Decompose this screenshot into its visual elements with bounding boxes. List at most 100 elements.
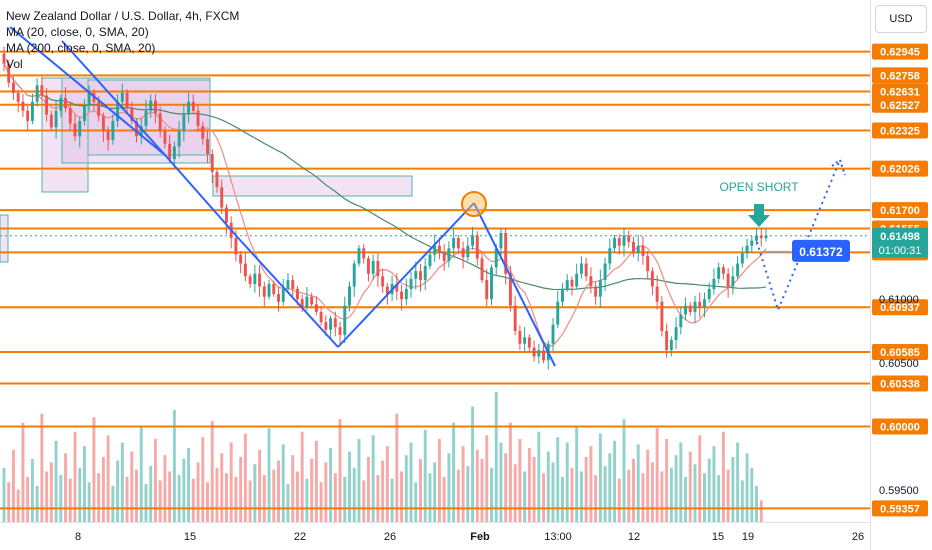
candle-body	[442, 253, 446, 261]
level-tag-text-4: 0.62325	[880, 126, 920, 138]
volume-bar	[721, 431, 725, 522]
candlesticks	[2, 46, 768, 370]
candle-body	[400, 291, 404, 300]
time-tick-label: 26	[852, 531, 864, 543]
volume-bar	[338, 419, 342, 522]
candle-body	[352, 263, 356, 287]
volume-bar	[319, 482, 323, 522]
volume-bar	[352, 467, 356, 522]
candle-body	[21, 101, 25, 111]
level-tag-text-10: 0.60585	[880, 347, 920, 359]
volume-bar	[68, 478, 72, 522]
time-tick-label: 8	[75, 531, 81, 543]
volume-bar	[248, 480, 252, 522]
candle-body	[16, 92, 20, 102]
volume-bars	[2, 392, 763, 522]
candle-body	[617, 238, 621, 246]
candle-body	[272, 283, 276, 295]
candle-body	[371, 261, 375, 274]
volume-bar	[267, 428, 271, 522]
time-tick-label: 22	[294, 531, 306, 543]
level-tag-text-6: 0.61700	[880, 205, 920, 217]
volume-bar	[508, 422, 512, 522]
volume-bar	[16, 489, 20, 522]
candle-body	[622, 235, 626, 246]
candle-body	[669, 339, 673, 351]
volume-bar	[177, 475, 181, 522]
trend-line-3	[337, 202, 475, 348]
symbol-title[interactable]: New Zealand Dollar / U.S. Dollar, 4h, FX…	[6, 9, 240, 23]
volume-bar	[120, 442, 124, 522]
candle-body	[632, 241, 635, 254]
candle-body	[575, 273, 579, 287]
ma200-path	[3, 63, 767, 291]
candle-body	[310, 296, 314, 305]
candle-body	[78, 120, 82, 137]
candle-body	[215, 171, 219, 188]
volume-bar	[224, 473, 228, 522]
volume-bar	[598, 433, 602, 522]
volume-bar	[26, 476, 30, 522]
volume-bar	[731, 457, 735, 522]
candle-body	[40, 85, 44, 96]
volume-bar	[703, 473, 706, 522]
candle-body	[404, 289, 408, 300]
volume-bar	[565, 442, 569, 522]
volume-bar	[447, 453, 451, 522]
volume-bar	[423, 429, 427, 522]
trend-line-upper	[61, 40, 166, 156]
volume-bar	[158, 480, 162, 522]
candle-body	[579, 263, 583, 274]
candle-body	[641, 245, 645, 256]
candle-body	[68, 108, 72, 124]
candle-body	[490, 267, 493, 300]
candle-body	[636, 245, 640, 254]
volume-bar	[485, 435, 489, 522]
indicator-vol-label[interactable]: Vol	[6, 57, 23, 71]
volume-bar	[471, 406, 475, 522]
candle-body	[423, 266, 427, 281]
volume-bar	[480, 458, 484, 522]
volume-bar	[556, 437, 560, 522]
candle-body	[485, 280, 489, 300]
volume-bar	[594, 475, 598, 522]
candle-body	[523, 337, 527, 344]
candle-body	[471, 235, 475, 246]
candle-body	[248, 276, 252, 284]
volume-bar	[329, 447, 333, 522]
last-price-tag	[872, 227, 928, 258]
candle-body	[35, 85, 39, 102]
volume-bar	[579, 471, 583, 522]
ma200-line	[3, 63, 767, 291]
volume-bar	[655, 428, 659, 522]
candle-body	[125, 92, 129, 109]
volume-bar	[390, 478, 394, 522]
volume-bar	[632, 458, 635, 522]
candle-body	[338, 327, 342, 335]
candle-body	[570, 280, 574, 287]
candle-body	[26, 110, 30, 121]
volume-bar	[253, 464, 257, 522]
indicator-ma200-label[interactable]: MA (200, close, 0, SMA, 20)	[6, 41, 156, 55]
candle-body	[187, 101, 191, 115]
currency-button[interactable]: USD	[875, 5, 927, 33]
time-tick-label: 26	[384, 531, 396, 543]
volume-bar	[750, 467, 754, 522]
time-tick-label: 13:00	[544, 531, 572, 543]
volume-bar	[660, 471, 664, 522]
axis-price-label: 0.60500	[879, 358, 919, 370]
candle-body	[565, 280, 569, 290]
volume-bar	[490, 467, 493, 522]
candle-body	[419, 271, 422, 281]
volume-bar	[201, 437, 205, 522]
level-tag-3	[872, 96, 928, 113]
volume-bar	[125, 476, 129, 522]
level-tag-0	[872, 43, 928, 60]
down-arrow-head-icon	[748, 215, 770, 227]
indicator-ma20-label[interactable]: MA (20, close, 0, SMA, 20)	[6, 25, 149, 39]
volume-bar	[314, 440, 318, 522]
level-tag-5	[872, 160, 928, 177]
candle-body	[376, 261, 380, 277]
